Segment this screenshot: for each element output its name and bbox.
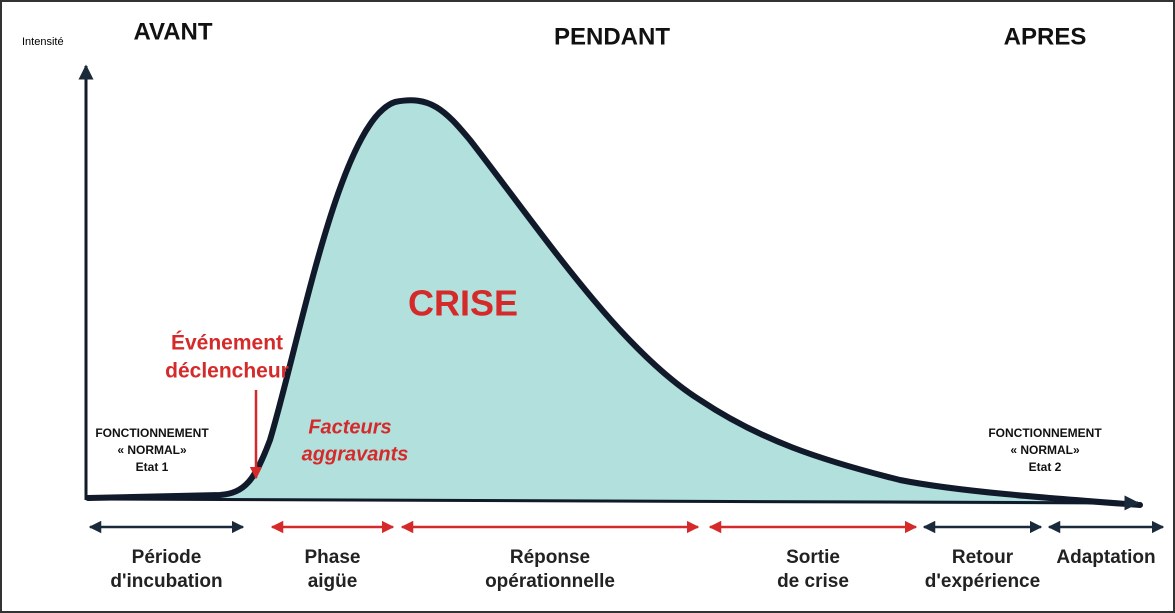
state-label: Etat 1 <box>136 460 169 474</box>
crisis-curve <box>85 97 1143 508</box>
state-label: « NORMAL» <box>117 443 187 457</box>
phase-label: d'incubation <box>110 571 222 592</box>
aggravating-label: Facteurs <box>308 416 391 438</box>
x-axis <box>87 495 1140 511</box>
trigger-label: Événement <box>171 332 283 355</box>
trigger-label: déclencheur <box>165 360 289 383</box>
axis-label: Intensité <box>22 36 64 48</box>
phase-label: Retour <box>952 547 1014 568</box>
phase-label: Période <box>132 547 202 568</box>
period-label: AVANT <box>133 18 212 45</box>
state-label: FONCTIONNEMENT <box>95 426 209 440</box>
state-label: « NORMAL» <box>1010 443 1080 457</box>
phase-label: Phase <box>305 547 361 568</box>
state-label: Etat 2 <box>1029 460 1062 474</box>
crisis-area <box>88 100 1140 505</box>
phase-label: Sortie <box>786 547 840 568</box>
period-label: APRES <box>1004 23 1087 50</box>
phase-label: Adaptation <box>1056 547 1155 568</box>
period-label: PENDANT <box>554 23 670 50</box>
phase-label: aigüe <box>308 571 358 592</box>
phase-label: opérationnelle <box>485 571 615 592</box>
aggravating-label: aggravants <box>302 443 409 465</box>
phase-label: Réponse <box>510 547 590 568</box>
phase-label: de crise <box>777 571 849 592</box>
phase-label: d'expérience <box>925 571 1040 592</box>
state-label: FONCTIONNEMENT <box>988 426 1102 440</box>
crisis-label: CRISE <box>408 283 518 324</box>
